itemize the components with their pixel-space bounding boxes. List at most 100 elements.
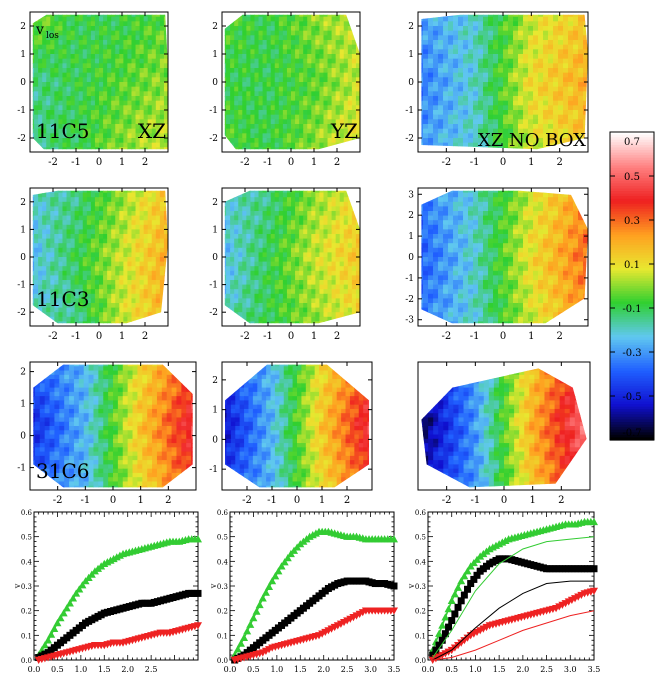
map-cell [238,252,243,258]
map-cell [438,110,444,116]
map-cell [327,224,333,230]
map-cell [513,142,519,148]
map-cell [66,100,72,106]
map-cell [315,110,321,116]
map-cell [303,270,308,276]
map-cell [282,100,288,106]
map-cell [123,133,129,139]
map-ytick-label: 1 [212,50,218,60]
map-cell [54,247,60,253]
map-cell [458,77,464,83]
map-cell [99,63,104,69]
map-cell [103,243,108,249]
map-cell [119,77,124,83]
map-cell [453,119,459,125]
map-cell [351,201,357,207]
map-cell [143,54,149,60]
map-cell [250,58,256,64]
map-cell [468,72,474,78]
map-cell [90,110,96,116]
map-cell [331,220,337,226]
map-cell [42,289,47,295]
map-cell [274,86,280,92]
map-ytick-label: 0 [408,78,414,88]
map-cell [254,234,260,240]
map-cell [94,133,100,139]
map-cell [473,63,479,69]
map-cell [151,238,157,244]
map-cell [58,190,64,194]
map-cell [548,119,554,125]
map-cell [538,58,544,64]
map-cell [119,58,124,64]
map-cell [421,100,424,106]
map-cell [230,142,235,148]
map-cell [335,197,341,203]
map-cell [103,133,108,139]
map-cell [224,58,227,64]
map-cell [351,220,357,226]
map-cell [147,35,153,41]
map-cell [151,82,157,88]
map-cell [151,257,157,263]
map-cell [254,100,260,106]
map-cell [46,303,51,309]
map-cell [99,201,104,207]
map-cell [433,14,439,18]
map-cell [46,275,51,281]
map-cell [463,54,469,60]
map-cell [34,35,39,41]
map-cell [335,220,341,226]
map-cell [159,35,165,41]
map-cell [86,284,92,290]
map-cell [307,114,312,120]
map-cell [573,54,579,60]
map-cell [62,63,68,69]
map-cell [58,35,64,41]
map-cell [323,26,329,32]
map-cell [270,220,276,226]
map-cell [131,105,137,111]
map-cell [234,211,239,217]
map-cell [319,247,325,253]
map-cell [42,68,47,74]
map-cell [343,63,349,69]
map-cell [58,91,64,97]
map-cell [266,229,272,235]
map-cell [254,138,260,144]
map-cell [266,190,272,194]
map-cell [127,303,133,309]
map-cell [70,234,76,240]
map-cell [262,275,268,281]
map-cell [278,275,284,281]
map-cell [339,234,345,240]
map-cell [339,14,345,18]
map-cell [78,91,84,97]
map-cell [339,206,345,212]
map-cell [34,128,39,134]
map-cell [558,63,564,69]
map-cell [282,44,288,50]
map-cell [107,77,112,83]
map-ytick-label: 0 [212,78,218,88]
map-cell [111,147,116,150]
map-cell [111,124,116,130]
map-cell [568,77,574,83]
map-cell [282,211,288,217]
map-cell [143,110,149,116]
map-cell [86,91,92,97]
map-cell [62,110,68,116]
map-cell [62,316,68,322]
map-cell [307,86,312,92]
map-cell [147,270,153,276]
map-cell [107,147,112,150]
map-cell [274,91,280,97]
map-cell [583,30,588,36]
map-cell [311,247,316,253]
map-cell [266,119,272,125]
map-cell [94,82,100,88]
map-cell [319,54,325,60]
map-cell [523,138,529,144]
map-cell [303,252,308,258]
map-cell [315,211,321,217]
